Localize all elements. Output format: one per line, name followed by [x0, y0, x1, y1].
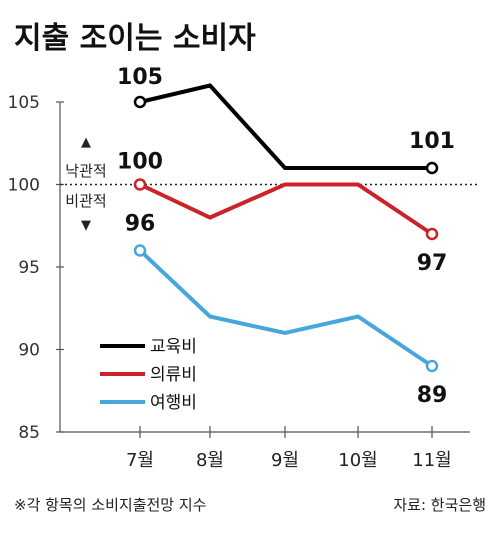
series-line-1 — [139, 182, 434, 236]
data-point-marker — [425, 359, 439, 373]
x-tick-label: 11월 — [412, 450, 451, 471]
data-point-marker — [133, 178, 147, 191]
data-label: 101 — [409, 129, 455, 154]
up-arrow-icon: ▲ — [81, 135, 91, 150]
series-layer: 105 101 100 97 96 89 — [117, 65, 455, 408]
optimistic-label: 낙관적 — [65, 162, 106, 180]
legend-label: 여행비 — [150, 393, 197, 413]
legend-label: 교육비 — [150, 337, 197, 357]
data-label: 97 — [417, 251, 448, 276]
y-tick-label: 95 — [18, 258, 40, 278]
y-tick-label: 90 — [18, 341, 40, 361]
chart-title: 지출 조이는 소비자 — [14, 21, 256, 56]
data-label: 100 — [117, 150, 163, 175]
data-point-marker — [133, 244, 147, 257]
y-tick-label: 100 — [8, 176, 40, 196]
series-line-0 — [139, 83, 432, 170]
y-tick-label: 105 — [8, 93, 40, 113]
x-tick-label: 7월 — [126, 450, 154, 471]
data-label: 89 — [417, 383, 448, 408]
source-note: 자료: 한국은행 — [393, 496, 486, 514]
data-label: 105 — [117, 65, 163, 90]
legend-label: 의류비 — [150, 365, 197, 385]
x-tick-label: 9월 — [271, 450, 299, 471]
data-point-marker — [425, 161, 439, 175]
data-label: 96 — [125, 212, 156, 237]
series-line-2 — [138, 249, 434, 368]
x-tick-label: 8월 — [196, 450, 224, 471]
pessimistic-label: 비관적 — [65, 192, 106, 210]
down-arrow-icon: ▼ — [81, 218, 91, 233]
x-tick-label: 10월 — [338, 450, 377, 471]
data-point-marker — [425, 227, 439, 241]
footnote: ※각 항목의 소비지출전망 지수 — [14, 496, 206, 514]
x-tick-group: 7월 8월 9월 10월 11월 — [126, 426, 452, 471]
data-point-marker — [133, 95, 147, 109]
y-tick-group: 105 100 95 90 85 — [8, 93, 64, 443]
y-tick-label: 85 — [18, 423, 40, 443]
